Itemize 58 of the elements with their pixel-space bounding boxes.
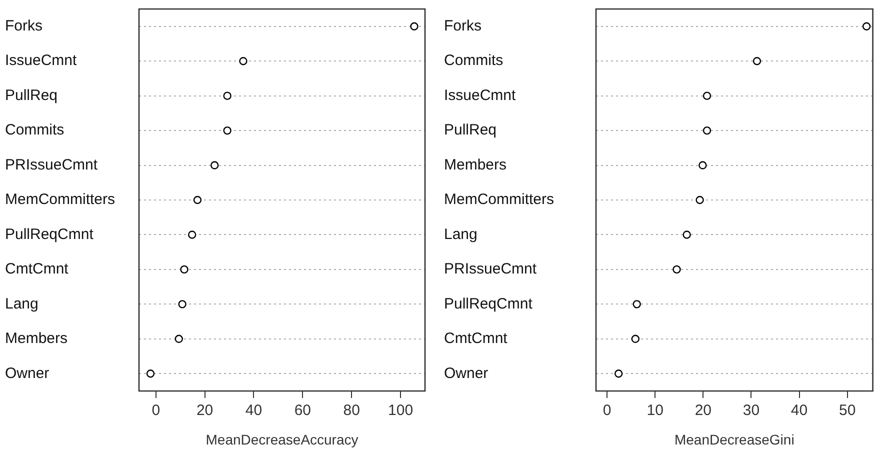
point [614,370,623,378]
x-tick-label: 20 [694,402,712,420]
point [223,126,232,135]
y-tick-label: PRIssueCmnt [5,156,98,174]
y-tick-label: Lang [444,226,478,243]
y-tick-label: CmtCmnt [444,330,508,348]
y-tick-label: Lang [5,295,38,312]
x-tick-label: 100 [388,402,414,420]
point [174,334,183,344]
x-tick-label: 80 [343,402,360,420]
x-tick-label: 60 [294,402,312,420]
x-tick-label: 10 [646,402,664,420]
y-tick-label: Owner [444,364,488,382]
point [180,265,188,274]
x-axis-title: MeanDecreaseGini [674,431,794,448]
y-tick-label: Members [444,156,507,174]
point [239,56,248,66]
point [188,230,196,239]
point [632,300,641,308]
point [210,161,219,170]
point [410,22,418,30]
y-tick-label: CmtCmnt [5,260,70,278]
y-tick-label: PRIssueCmnt [444,260,538,278]
point [178,300,186,308]
x-tick-label: 40 [245,402,262,420]
point [702,126,712,135]
y-tick-label: PullReqCmnt [444,295,534,312]
y-tick-label: MemCommitters [444,191,554,208]
point [672,265,681,274]
y-tick-label: Forks [444,18,482,35]
x-tick-label: 0 [602,402,612,420]
y-tick-label: PullReq [444,122,497,139]
y-tick-label: Owner [5,364,50,382]
y-tick-label: Commits [5,122,64,139]
y-tick-label: MemCommitters [5,191,116,208]
point [193,196,202,204]
y-tick-label: Forks [5,18,42,35]
x-tick-label: 20 [196,402,214,420]
x-tick-label: 40 [790,402,808,420]
x-tick-label: 0 [152,402,160,420]
y-tick-label: IssueCmnt [5,52,78,70]
point [696,196,704,204]
point [146,370,155,378]
point [862,22,871,30]
y-tick-label: Members [5,330,68,348]
y-tick-label: PullReqCmnt [5,226,94,243]
point [223,92,232,100]
x-axis-title: MeanDecreaseAccuracy [206,431,358,448]
point [682,230,691,239]
point [702,92,712,100]
y-tick-label: PullReq [5,86,58,104]
y-tick-label: IssueCmnt [444,86,517,104]
point [698,161,707,170]
point [631,334,640,344]
x-tick-label: 30 [742,402,760,420]
point [752,56,762,66]
y-tick-label: Commits [444,52,504,70]
x-tick-label: 50 [838,402,856,420]
